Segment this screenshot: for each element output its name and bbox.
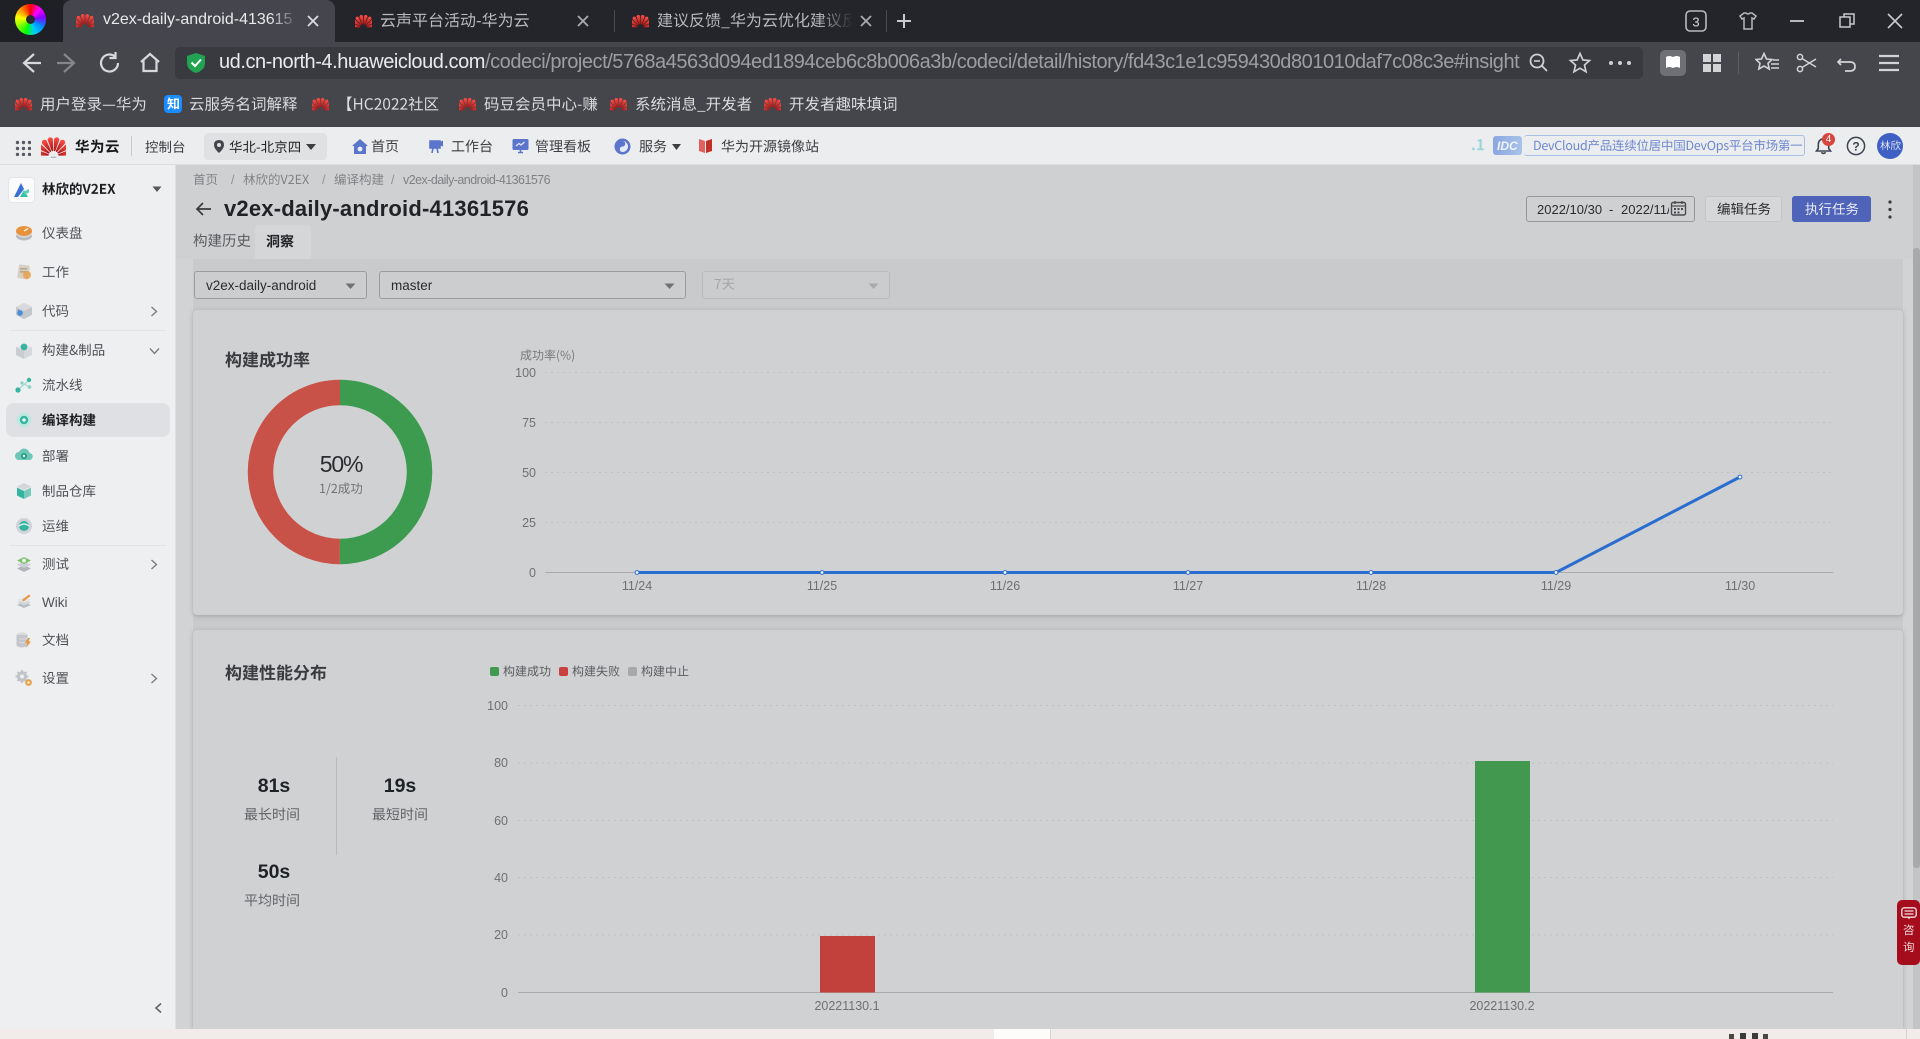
svg-text:3: 3	[1692, 15, 1699, 30]
svg-text:?: ?	[1852, 140, 1859, 154]
